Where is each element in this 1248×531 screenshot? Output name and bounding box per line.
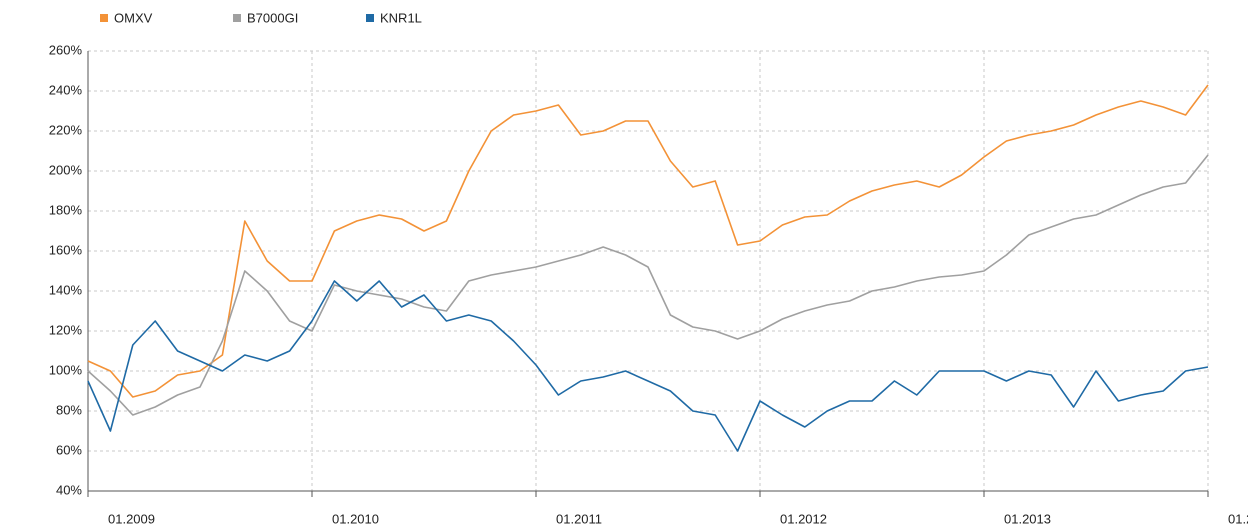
x-tick-label: 01.2011	[556, 511, 602, 526]
y-tick-label: 40%	[56, 482, 82, 497]
y-tick-label: 160%	[49, 242, 83, 257]
y-tick-label: 220%	[49, 122, 83, 137]
y-tick-label: 260%	[49, 42, 83, 57]
legend-swatch	[366, 14, 374, 22]
y-tick-label: 140%	[49, 282, 83, 297]
y-tick-label: 80%	[56, 402, 82, 417]
y-tick-label: 200%	[49, 162, 83, 177]
legend-swatch	[100, 14, 108, 22]
y-tick-label: 60%	[56, 442, 82, 457]
series-line	[87, 280, 1209, 452]
x-tick-label: 01.2012	[780, 511, 827, 526]
y-tick-label: 120%	[49, 322, 83, 337]
x-tick-label: 01.2009	[108, 511, 155, 526]
x-tick-label: 01.2010	[332, 511, 379, 526]
y-tick-label: 100%	[49, 362, 83, 377]
y-tick-label: 240%	[49, 82, 83, 97]
series-line	[87, 84, 1209, 398]
legend-label: B7000GI	[247, 10, 298, 25]
legend-label: KNR1L	[380, 10, 422, 25]
legend-label: OMXV	[114, 10, 153, 25]
series-line	[87, 154, 1209, 416]
x-tick-label: 01.2013	[1004, 511, 1051, 526]
x-tick-label: 01.2014	[1228, 511, 1248, 526]
legend-swatch	[233, 14, 241, 22]
y-tick-label: 180%	[49, 202, 83, 217]
